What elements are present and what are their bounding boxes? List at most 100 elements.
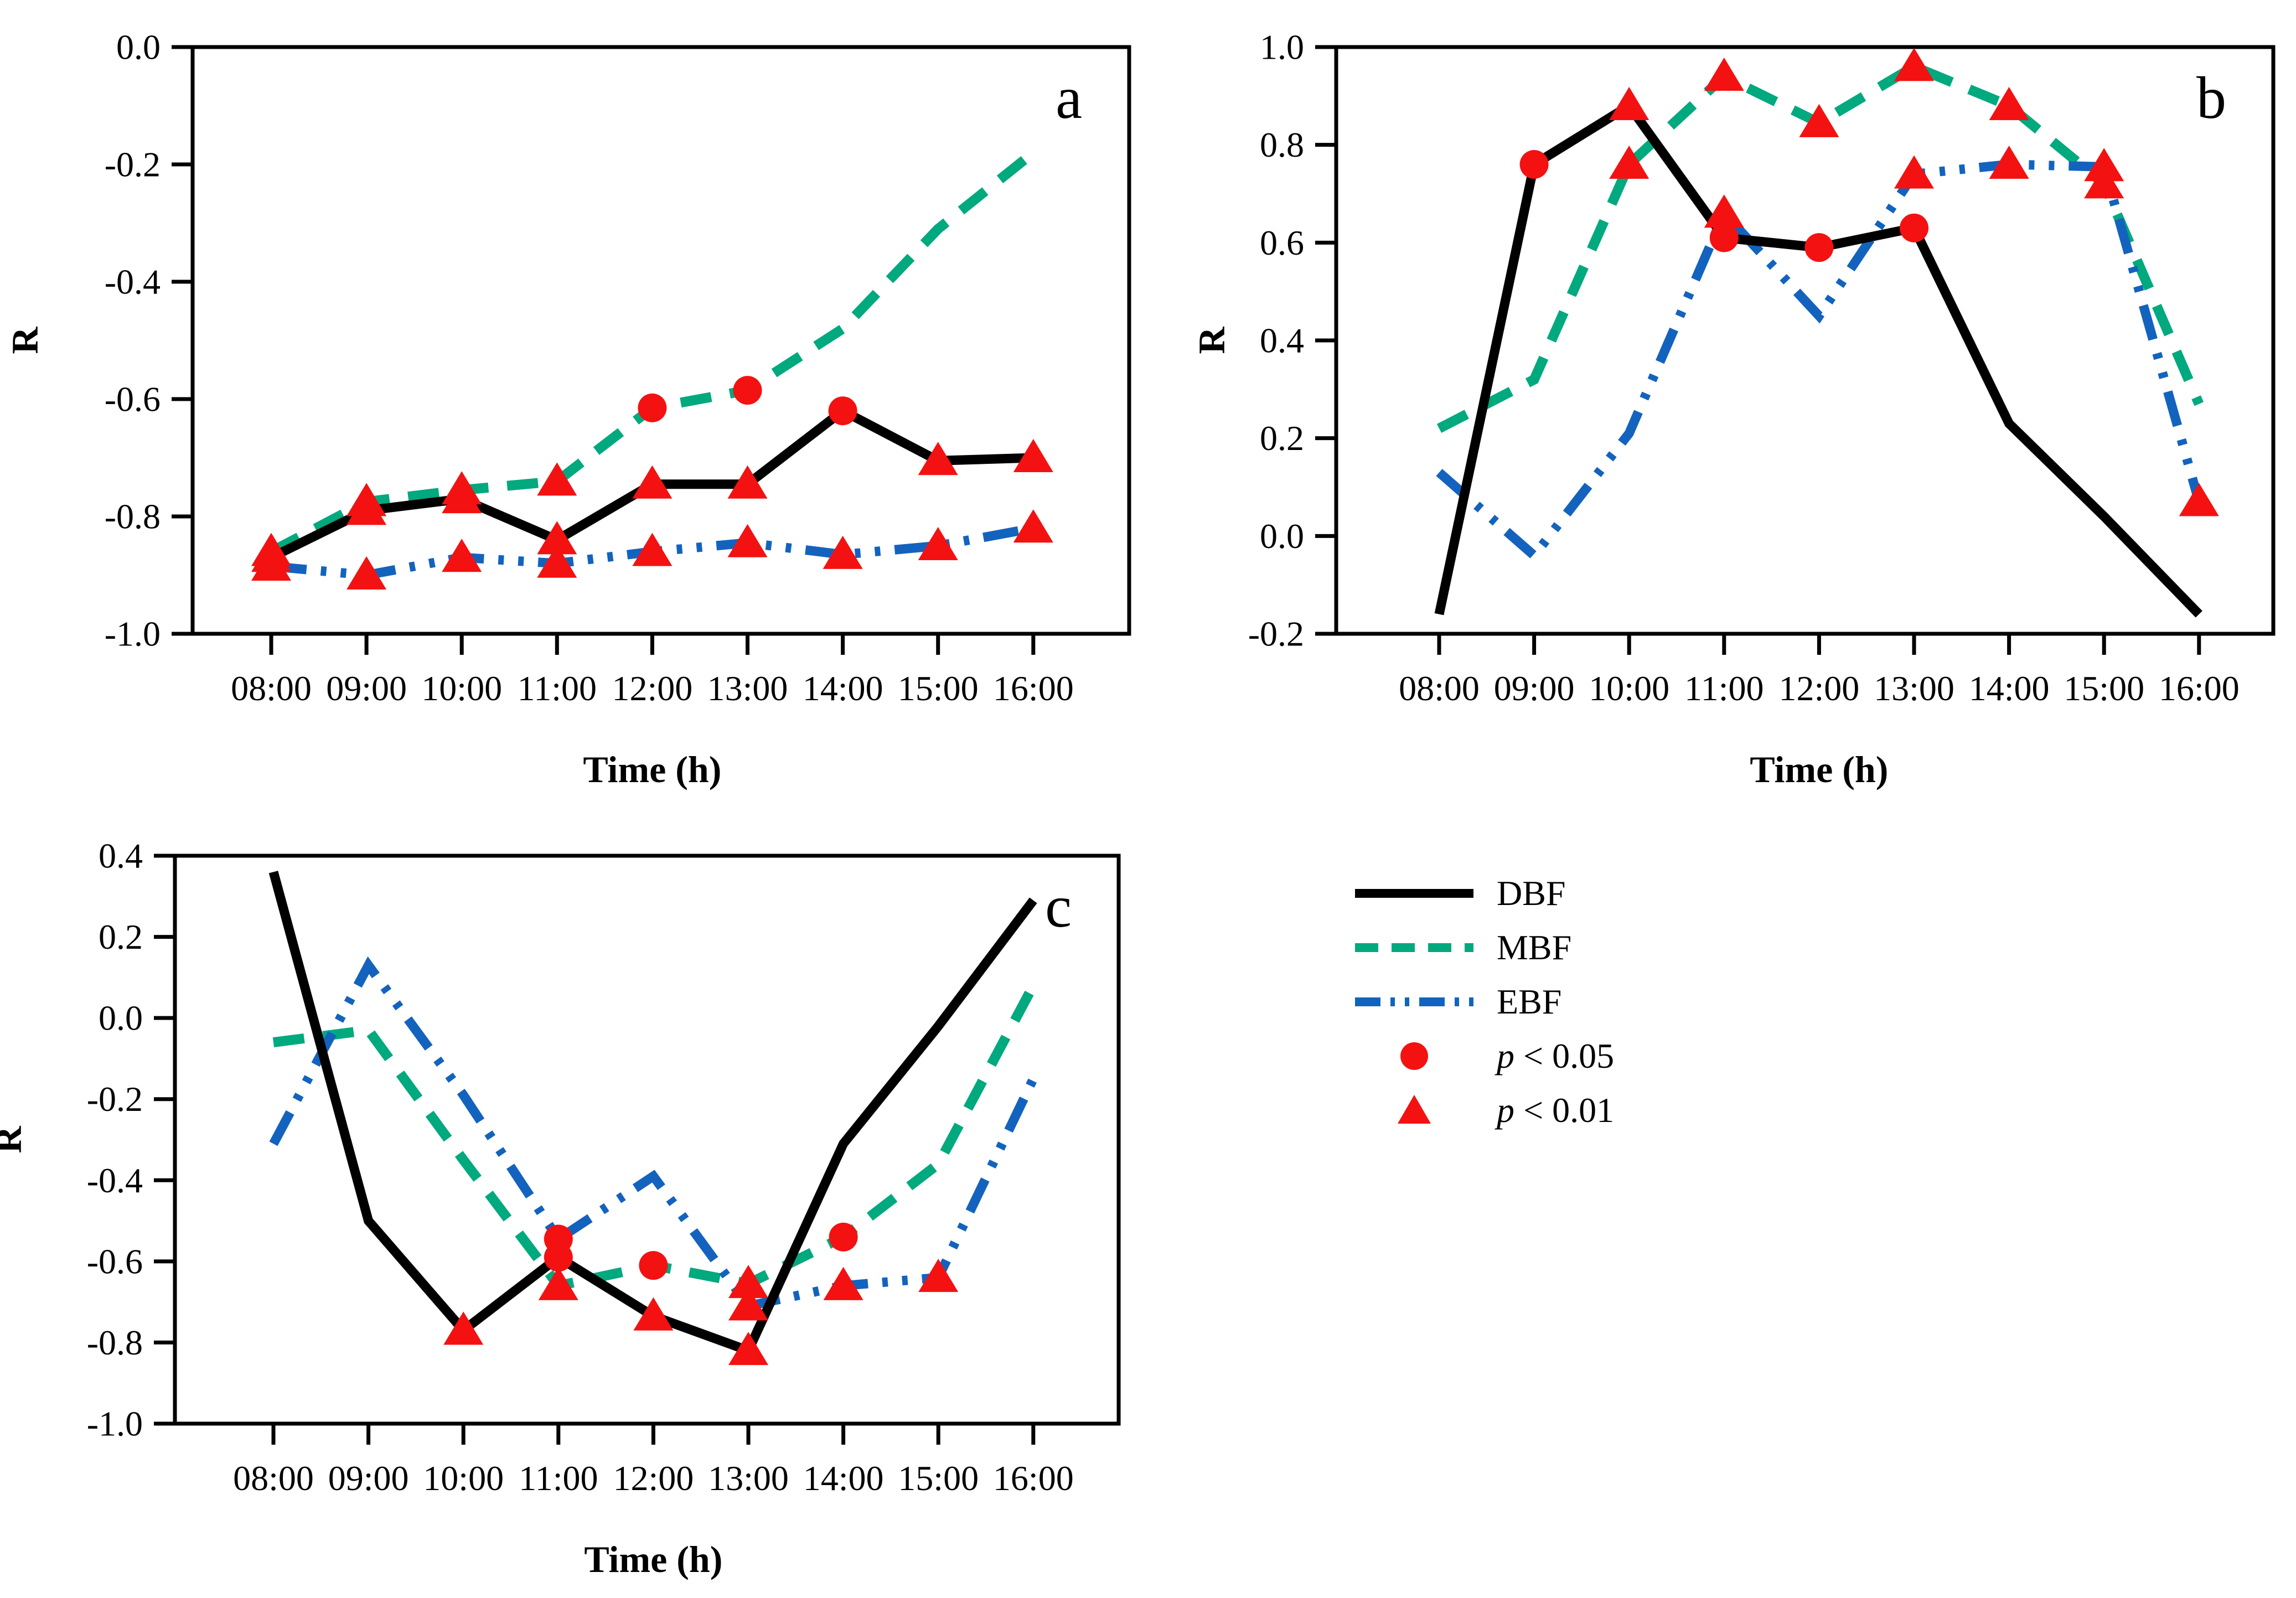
x-tick-label: 14:00 xyxy=(803,1459,884,1498)
legend-item-p01: p < 0.01 xyxy=(1351,1083,1614,1137)
p01-marker-dbf xyxy=(1013,439,1053,472)
y-tick-label: 0.2 xyxy=(1260,418,1304,458)
p01-marker-ebf xyxy=(918,1259,959,1292)
p01-marker-dbf xyxy=(728,1332,768,1366)
p01-marker-mbf xyxy=(1704,58,1744,91)
p01-marker-dbf xyxy=(727,465,768,499)
p01-marker-mbf xyxy=(537,462,577,496)
p01-marker-ebf xyxy=(1894,155,1934,189)
p01-marker-dbf xyxy=(347,492,387,525)
x-tick-label: 10:00 xyxy=(421,669,502,708)
p01-marker-dbf xyxy=(442,480,482,514)
legend-item-dbf: DBF xyxy=(1351,866,1614,920)
legend-label-mbf: MBF xyxy=(1497,928,1572,967)
p05-circle-icon xyxy=(1351,1040,1478,1073)
y-tick-label: 0.0 xyxy=(1260,516,1304,556)
x-tick-label: 09:00 xyxy=(326,669,407,708)
y-tick-label: 0.2 xyxy=(99,917,143,956)
p05-marker-dbf xyxy=(1709,223,1739,252)
legend-item-mbf: MBF xyxy=(1351,920,1614,975)
y-axis-title: R xyxy=(0,1126,29,1154)
y-tick-label: -0.6 xyxy=(105,380,161,419)
x-tick-label: 12:00 xyxy=(613,1459,694,1498)
panel-a-chart: 0.0 -0.2 -0.4 -0.6 -0.8 -1.0 08:00 09:00 10:00 11… xyxy=(4,28,1131,790)
y-tick-label: -1.0 xyxy=(105,614,161,654)
p01-marker-ebf xyxy=(2084,148,2124,182)
y-tick-label: 0.0 xyxy=(116,28,161,67)
x-tick-label: 10:00 xyxy=(423,1459,504,1498)
p05-marker-mbf xyxy=(733,376,762,405)
y-tick-label: -1.0 xyxy=(87,1404,143,1444)
x-tick-label: 16:00 xyxy=(2159,669,2240,708)
p05-marker-mbf xyxy=(829,1222,858,1251)
x-tick-label: 08:00 xyxy=(231,669,312,708)
y-tick-label: 0.4 xyxy=(99,836,143,876)
p01-triangle-icon xyxy=(1351,1094,1478,1127)
p05-marker-mbf xyxy=(639,1251,668,1280)
plot-frame xyxy=(190,45,1131,636)
ebf-line-sample xyxy=(1351,985,1478,1018)
series-line-ebf xyxy=(1436,159,2204,562)
mbf-line-sample xyxy=(1351,931,1478,964)
p05-marker-dbf xyxy=(1900,213,1928,242)
p01-marker-dbf xyxy=(633,1297,674,1331)
p01-marker-mbf xyxy=(1799,104,1839,137)
panel-c-chart: 0.4 0.2 0.0 -0.2 -0.4 -0.6 -0.8 -1.0 08:00 09:00 1… xyxy=(0,836,1121,1580)
p01-marker-mbf xyxy=(1894,48,1934,81)
p01-marker-dbf xyxy=(632,465,673,499)
p01-marker-ebf xyxy=(823,535,863,569)
p05-marker-mbf xyxy=(638,393,667,422)
y-tick-label: -0.8 xyxy=(105,497,161,536)
panel-letter: b xyxy=(2196,65,2226,131)
y-axis-title: R xyxy=(1191,327,1233,354)
p01-marker-dbf xyxy=(1609,87,1649,120)
y-tick-label: 1.0 xyxy=(1260,28,1304,67)
p01-marker-mbf xyxy=(1989,87,2029,120)
p01-marker-ebf xyxy=(347,556,387,589)
p01-marker-mbf xyxy=(538,1266,578,1300)
x-tick-label: 15:00 xyxy=(2064,669,2144,708)
p01-marker-dbf xyxy=(918,442,958,475)
p01-marker-ebf xyxy=(823,1266,863,1300)
y-tick-label: -0.2 xyxy=(1248,614,1304,654)
p01-marker-ebf xyxy=(1704,194,1744,228)
p01-marker-ebf xyxy=(1013,509,1053,543)
p01-marker-dbf xyxy=(251,539,291,572)
x-tick-label: 11:00 xyxy=(1684,669,1764,708)
x-tick-label: 14:00 xyxy=(1969,669,2050,708)
y-tick-label: -0.8 xyxy=(87,1323,143,1362)
y-tick-label: -0.2 xyxy=(105,145,161,184)
x-tick-label: 13:00 xyxy=(708,1459,789,1498)
y-tick-label: -0.4 xyxy=(105,262,161,302)
legend-label-p01: p < 0.01 xyxy=(1497,1090,1615,1130)
p01-marker-mbf xyxy=(728,1265,768,1299)
x-tick-label: 13:00 xyxy=(707,669,788,708)
p01-marker-ebf xyxy=(442,539,482,572)
x-axis-title: Time (h) xyxy=(1750,748,1888,790)
x-tick-label: 16:00 xyxy=(993,1459,1074,1498)
series-line-ebf xyxy=(269,956,1038,1311)
x-axis-title: Time (h) xyxy=(583,748,721,790)
y-tick-label: -0.4 xyxy=(87,1161,143,1200)
y-tick-label: -0.6 xyxy=(87,1242,143,1281)
legend-item-p05: p < 0.05 xyxy=(1351,1029,1614,1083)
x-tick-label: 08:00 xyxy=(1399,669,1480,708)
x-tick-label: 15:00 xyxy=(898,669,979,708)
x-tick-label: 08:00 xyxy=(233,1459,314,1498)
p01-marker-dbf xyxy=(443,1311,484,1345)
x-tick-label: 09:00 xyxy=(1494,669,1575,708)
y-tick-label: -0.2 xyxy=(87,1079,143,1119)
panel-b-chart: 1.0 0.8 0.6 0.4 0.2 0.0 -0.2 08:00 09:00 10:00 11:… xyxy=(1191,28,2276,790)
p01-marker-mbf xyxy=(1609,146,1649,179)
y-tick-label: 0.8 xyxy=(1260,125,1304,164)
x-tick-label: 13:00 xyxy=(1874,669,1954,708)
dbf-line-sample xyxy=(1351,877,1478,910)
x-tick-label: 09:00 xyxy=(328,1459,409,1498)
p01-marker-dbf xyxy=(537,521,577,555)
series-line-dbf xyxy=(1434,99,2202,618)
x-tick-label: 12:00 xyxy=(1779,669,1860,708)
legend-label-ebf: EBF xyxy=(1497,982,1562,1021)
p01-marker-ebf xyxy=(918,527,958,560)
x-tick-label: 11:00 xyxy=(519,1459,598,1498)
p05-marker-dbf xyxy=(828,396,857,426)
